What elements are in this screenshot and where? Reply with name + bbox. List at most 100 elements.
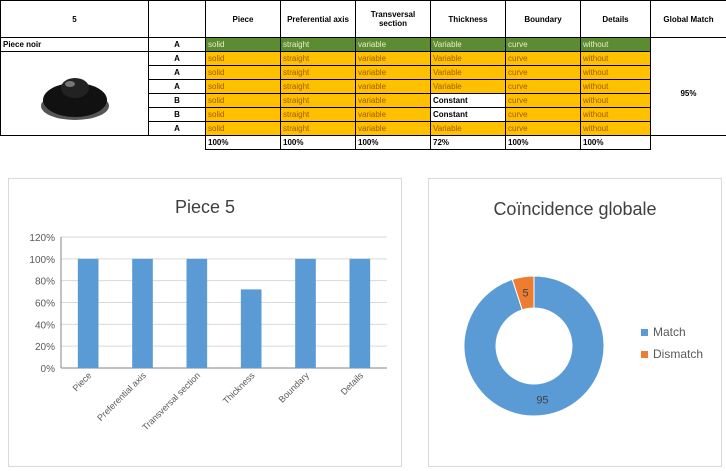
- data-label: 5: [522, 288, 528, 300]
- table-cell: Variable: [431, 80, 506, 94]
- column-header: Piece: [206, 1, 281, 38]
- table-cell: variable: [356, 122, 431, 136]
- table-cell: straight: [281, 38, 356, 52]
- row-name: Piece noir: [1, 38, 149, 52]
- table-cell: solid: [206, 52, 281, 66]
- table-cell: without: [581, 122, 651, 136]
- total-cell: 100%: [356, 136, 431, 150]
- legend-label: Dismatch: [653, 347, 703, 361]
- table-cell: variable: [356, 52, 431, 66]
- y-tick-label: 120%: [29, 233, 55, 244]
- table-cell: Constant: [431, 108, 506, 122]
- table-cell: straight: [281, 52, 356, 66]
- table-cell: variable: [356, 66, 431, 80]
- table-cell: straight: [281, 80, 356, 94]
- table-cell: curve: [506, 80, 581, 94]
- table-cell: without: [581, 52, 651, 66]
- empty-cell: [651, 38, 726, 52]
- total-cell: 100%: [581, 136, 651, 150]
- table-cell: Variable: [431, 66, 506, 80]
- y-tick-label: 80%: [35, 277, 55, 288]
- column-header: Boundary: [506, 1, 581, 38]
- table-cell: variable: [356, 108, 431, 122]
- legend-swatch: [641, 351, 648, 358]
- table-cell: variable: [356, 94, 431, 108]
- table-cell: straight: [281, 108, 356, 122]
- data-label: 95: [536, 394, 548, 406]
- corner-cell: 5: [1, 1, 149, 38]
- y-tick-label: 40%: [35, 320, 55, 331]
- column-header: Global Match: [651, 1, 726, 38]
- class-letter: A: [149, 80, 206, 94]
- global-match-cell: 95%: [651, 52, 726, 136]
- totals-row: 100%100%100%72%100%100%: [1, 136, 726, 150]
- table-cell: variable: [356, 38, 431, 52]
- table-cell: curve: [506, 66, 581, 80]
- y-tick-label: 60%: [35, 299, 55, 310]
- class-letter: A: [149, 66, 206, 80]
- class-letter: A: [149, 38, 206, 52]
- table-cell: solid: [206, 108, 281, 122]
- column-header: Preferential axis: [281, 1, 356, 38]
- total-cell: 100%: [206, 136, 281, 150]
- table-cell: solid: [206, 66, 281, 80]
- table-cell: without: [581, 38, 651, 52]
- table-cell: Constant: [431, 94, 506, 108]
- total-cell: 100%: [281, 136, 356, 150]
- table-cell: straight: [281, 66, 356, 80]
- x-tick-label: Preferential axis: [95, 370, 148, 423]
- bar: [132, 259, 153, 368]
- class-letter: A: [149, 122, 206, 136]
- table-cell: straight: [281, 94, 356, 108]
- class-letter: B: [149, 94, 206, 108]
- chart-title: Piece 5: [175, 197, 235, 217]
- x-tick-label: Thickness: [221, 370, 257, 406]
- legend-swatch: [641, 329, 648, 336]
- table-cell: curve: [506, 108, 581, 122]
- x-tick-label: Details: [339, 370, 366, 397]
- table-cell: straight: [281, 122, 356, 136]
- class-letter: A: [149, 52, 206, 66]
- table-cell: solid: [206, 94, 281, 108]
- table-cell: curve: [506, 52, 581, 66]
- table-cell: Variable: [431, 52, 506, 66]
- x-tick-label: Boundary: [277, 370, 312, 405]
- bar: [241, 289, 262, 368]
- empty-cell: [149, 1, 206, 38]
- table-cell: without: [581, 80, 651, 94]
- y-tick-label: 100%: [29, 255, 55, 266]
- x-tick-label: Piece: [71, 370, 94, 393]
- class-letter: B: [149, 108, 206, 122]
- total-cell: 72%: [431, 136, 506, 150]
- column-header: Transversal section: [356, 1, 431, 38]
- column-header: Details: [581, 1, 651, 38]
- y-tick-label: 0%: [41, 364, 56, 375]
- blank: [651, 136, 726, 150]
- blank: [1, 136, 149, 150]
- y-tick-label: 20%: [35, 342, 55, 353]
- table-cell: without: [581, 108, 651, 122]
- bar: [295, 259, 316, 368]
- table-cell: Variable: [431, 122, 506, 136]
- x-tick-label: Transversal section: [140, 370, 202, 432]
- table-cell: solid: [206, 122, 281, 136]
- table-cell: variable: [356, 80, 431, 94]
- piece-highlight: [65, 81, 75, 87]
- table-cell: without: [581, 66, 651, 80]
- blank: [149, 136, 206, 150]
- table-cell: curve: [506, 38, 581, 52]
- table-cell: curve: [506, 122, 581, 136]
- column-header: Thickness: [431, 1, 506, 38]
- legend-label: Match: [653, 325, 686, 339]
- table-cell: without: [581, 94, 651, 108]
- table-cell: solid: [206, 80, 281, 94]
